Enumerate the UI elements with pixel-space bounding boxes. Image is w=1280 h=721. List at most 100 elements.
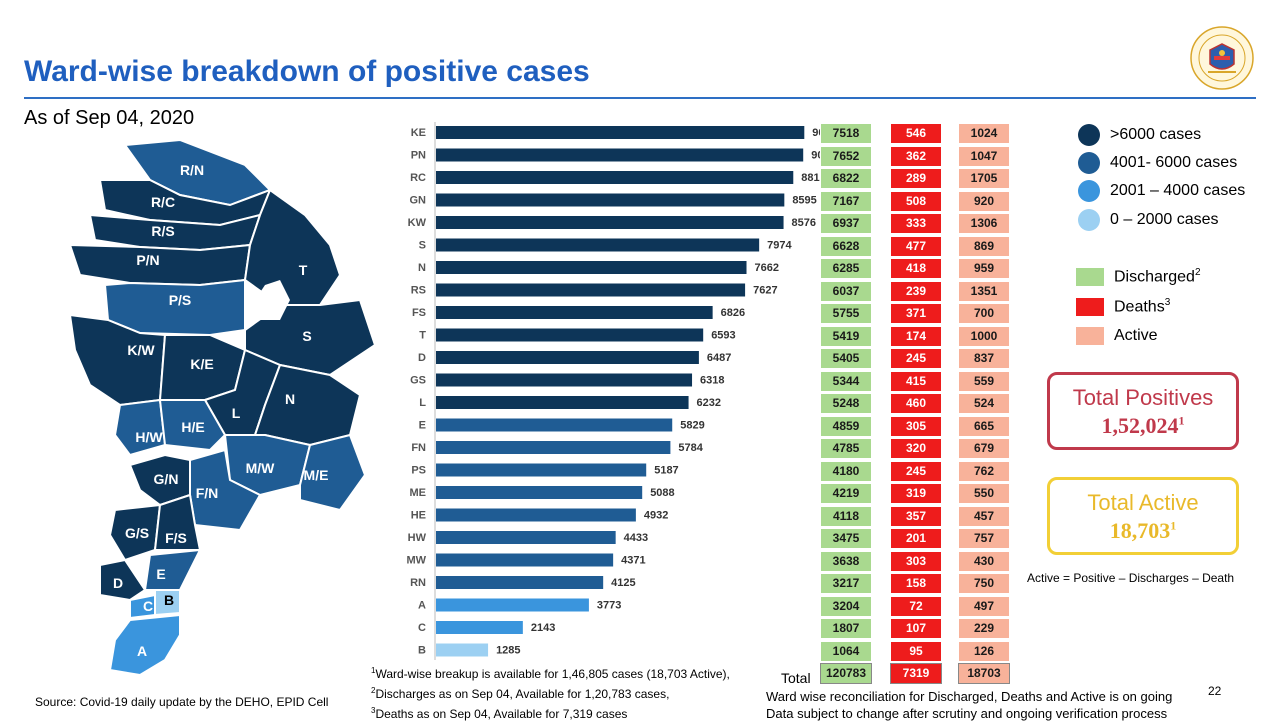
category-label: GS xyxy=(410,375,426,387)
active-cell: 1047 xyxy=(958,145,1010,167)
total-positives-value: 1,52,024 xyxy=(1101,413,1179,438)
bar-value-label: 5187 xyxy=(654,465,678,477)
bar-value-label: 2143 xyxy=(531,622,555,634)
chart-marks: KE 9088 PN 9061 RC 8816 GN 8595 KW 8576 S 7974 N 7662… xyxy=(406,126,820,657)
footnote-1-text: Ward-wise breakup is available for 1,46,… xyxy=(375,667,730,681)
active-cell: 229 xyxy=(958,618,1010,639)
bar-mw xyxy=(436,553,614,567)
active-cell: 524 xyxy=(958,393,1010,414)
active-cell: 920 xyxy=(958,190,1010,212)
map-ward-d xyxy=(99,558,147,602)
bar-pn xyxy=(436,148,804,162)
category-label: C xyxy=(418,622,426,634)
deaths-cell: 460 xyxy=(890,393,942,414)
active-cell: 126 xyxy=(958,640,1010,662)
map-lake xyxy=(255,280,290,320)
legend-swatch-icon xyxy=(1076,297,1104,316)
category-label: RS xyxy=(411,285,426,297)
category-label: B xyxy=(418,645,426,657)
bar-value-label: 9088 xyxy=(812,127,820,139)
legend-range-2001-4000: 2001 – 4000 cases xyxy=(1078,180,1245,202)
map-label: R/C xyxy=(151,194,175,210)
active-cell: 559 xyxy=(958,370,1010,392)
discharged-total-cell: 120783 xyxy=(820,663,872,684)
active-cell: 550 xyxy=(958,483,1010,504)
reconciliation-note: Ward wise reconciliation for Discharged,… xyxy=(766,689,1173,704)
bar-t xyxy=(436,328,704,342)
bar-n xyxy=(436,261,747,274)
discharged-cell: 5248 xyxy=(820,393,872,414)
bmc-logo xyxy=(1190,26,1254,90)
category-label: FN xyxy=(411,442,426,454)
bar-value-label: 9061 xyxy=(811,150,820,162)
map-ward-he xyxy=(158,399,227,452)
active-cell: 457 xyxy=(958,505,1010,527)
category-label: ME xyxy=(410,487,427,499)
bar-value-label: 8816 xyxy=(801,172,820,184)
legend-dot-icon xyxy=(1078,180,1100,202)
footnote-3-text: Deaths as on Sep 04, Available for 7,319… xyxy=(375,707,628,721)
deaths-cell: 72 xyxy=(890,595,942,617)
bar-value-label: 7662 xyxy=(755,262,779,274)
bar-b xyxy=(436,643,489,657)
bar-value-label: 5784 xyxy=(678,442,703,454)
map-label: S xyxy=(302,328,311,344)
footnote-1: 1Ward-wise breakup is available for 1,46… xyxy=(371,666,730,681)
active-cell: 1705 xyxy=(958,168,1010,189)
bar-hw xyxy=(436,531,616,544)
map-ward-gs xyxy=(108,503,162,562)
map-ward-me xyxy=(299,433,367,512)
map-label: E xyxy=(156,566,165,582)
bar-d xyxy=(436,351,699,364)
active-cell: 700 xyxy=(958,303,1010,324)
deaths-cell: 245 xyxy=(890,348,942,369)
category-label: FS xyxy=(412,307,426,319)
map-label: F/N xyxy=(196,485,219,501)
category-label: A xyxy=(418,600,426,612)
bar-value-label: 8576 xyxy=(792,217,816,229)
as-of-date: As of Sep 04, 2020 xyxy=(24,107,195,129)
bar-value-label: 4932 xyxy=(644,510,668,522)
map-ward-fs xyxy=(153,493,202,551)
active-cell: 959 xyxy=(958,258,1010,279)
legend-active: Active xyxy=(1076,327,1158,345)
map-label: F/S xyxy=(165,530,187,546)
discharged-cell: 1807 xyxy=(820,618,872,639)
discharged-cell: 7518 xyxy=(820,123,872,144)
bar-value-label: 8595 xyxy=(792,195,816,207)
legend-range-4001-6000: 4001- 6000 cases xyxy=(1078,152,1237,174)
discharged-cell: 3475 xyxy=(820,528,872,549)
category-label: D xyxy=(418,352,426,364)
bar-value-label: 6487 xyxy=(707,352,731,364)
bar-gn xyxy=(436,193,785,207)
bar-fs xyxy=(436,306,713,319)
bar-l xyxy=(436,396,689,409)
active-cell: 750 xyxy=(958,573,1010,594)
category-label: N xyxy=(418,262,426,274)
bar-value-label: 6826 xyxy=(721,307,745,319)
discharged-cell: 5755 xyxy=(820,303,872,324)
map-label: C xyxy=(143,598,153,614)
total-active-label: Total Active xyxy=(1087,490,1199,515)
legend-range-0-2000: 0 – 2000 cases xyxy=(1078,209,1219,231)
bar-s xyxy=(436,238,760,252)
bar-e xyxy=(436,418,673,432)
bar-value-label: 6232 xyxy=(697,397,721,409)
deaths-cell: 95 xyxy=(890,640,942,662)
category-label: E xyxy=(419,420,426,432)
map-label: T xyxy=(299,262,308,278)
source-note: Source: Covid-19 daily update by the DEH… xyxy=(35,695,329,709)
verification-note: Data subject to change after scrutiny an… xyxy=(766,706,1168,721)
bar-rc xyxy=(436,171,794,184)
discharged-cell: 4859 xyxy=(820,415,872,437)
legend-dot-icon xyxy=(1078,209,1100,231)
total-positives-box: Total Positives 1,52,0241 xyxy=(1047,372,1239,450)
discharged-cell: 6037 xyxy=(820,280,872,302)
category-label: S xyxy=(419,240,426,252)
active-cell: 757 xyxy=(958,528,1010,549)
bar-value-label: 3773 xyxy=(597,600,621,612)
footnote-2: 2Discharges as on Sep 04, Available for … xyxy=(371,686,670,701)
legend-range-label: 2001 – 4000 cases xyxy=(1110,182,1246,199)
legend-dot-icon xyxy=(1078,152,1100,174)
discharged-cell: 5405 xyxy=(820,348,872,369)
